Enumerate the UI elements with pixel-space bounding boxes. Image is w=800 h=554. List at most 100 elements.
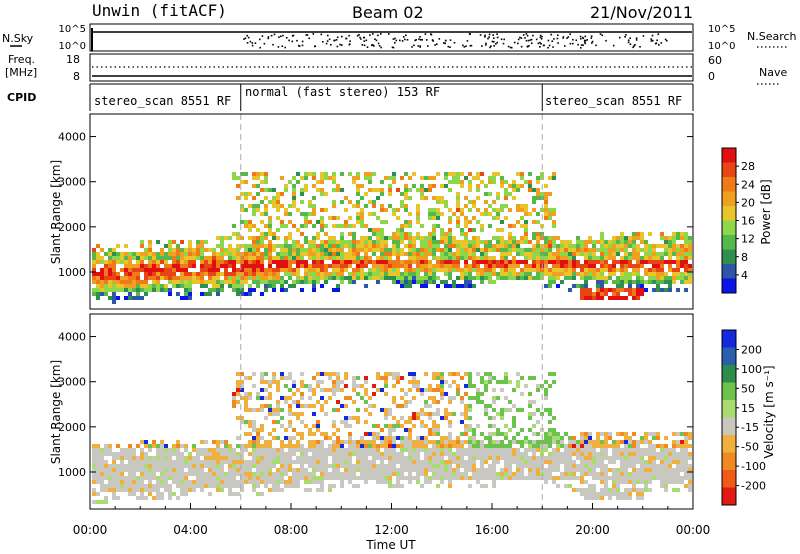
noise-dot xyxy=(543,44,545,47)
heatmap-cell xyxy=(168,264,172,268)
heatmap-cell xyxy=(472,204,476,208)
heatmap-cell xyxy=(220,288,224,292)
heatmap-cell xyxy=(308,204,312,208)
heatmap-cell xyxy=(564,256,568,260)
heatmap-cell xyxy=(372,188,376,192)
heatmap-cell xyxy=(688,252,692,256)
heatmap-cell xyxy=(212,280,216,284)
heatmap-cell xyxy=(660,452,664,456)
heatmap-cell xyxy=(620,284,624,288)
heatmap-cell xyxy=(300,464,304,468)
heatmap-cell xyxy=(640,440,644,444)
heatmap-cell xyxy=(404,244,408,248)
heatmap-cell xyxy=(160,484,164,488)
heatmap-cell xyxy=(408,464,412,468)
noise-dot xyxy=(496,41,498,44)
heatmap-cell xyxy=(480,468,484,472)
heatmap-cell xyxy=(304,424,308,428)
heatmap-cell xyxy=(252,212,256,216)
heatmap-cell xyxy=(244,444,248,448)
heatmap-cell xyxy=(556,460,560,464)
heatmap-cell xyxy=(272,460,276,464)
heatmap-cell xyxy=(308,404,312,408)
noise-dot xyxy=(591,42,593,44)
heatmap-cell xyxy=(492,172,496,176)
heatmap-cell xyxy=(152,476,156,480)
noise-dot xyxy=(261,35,264,37)
heatmap-cell xyxy=(184,444,188,448)
colorbar-swatch xyxy=(722,347,736,366)
heatmap-cell xyxy=(608,272,612,276)
heatmap-cell xyxy=(604,468,608,472)
heatmap-cell xyxy=(288,408,292,412)
heatmap-cell xyxy=(312,184,316,188)
heatmap-cell xyxy=(120,476,124,480)
heatmap-cell xyxy=(328,448,332,452)
heatmap-cell xyxy=(488,272,492,276)
heatmap-cell xyxy=(472,268,476,272)
heatmap-cell xyxy=(620,232,624,236)
heatmap-cell xyxy=(252,436,256,440)
heatmap-cell xyxy=(460,444,464,448)
heatmap-cell xyxy=(144,264,148,268)
heatmap-cell xyxy=(560,440,564,444)
heatmap-cell xyxy=(616,288,620,292)
heatmap-cell xyxy=(216,260,220,264)
heatmap-cell xyxy=(344,456,348,460)
heatmap-cell xyxy=(248,260,252,264)
heatmap-cell xyxy=(256,492,260,496)
heatmap-cell xyxy=(564,432,568,436)
heatmap-cell xyxy=(344,208,348,212)
heatmap-cell xyxy=(96,444,100,448)
heatmap-cell xyxy=(368,268,372,272)
heatmap-cell xyxy=(588,484,592,488)
noise-dot xyxy=(520,45,523,48)
heatmap-cell xyxy=(160,284,164,288)
heatmap-cell xyxy=(348,456,352,460)
noise-dot xyxy=(365,39,368,42)
heatmap-cell xyxy=(116,484,120,488)
heatmap-cell xyxy=(532,264,536,268)
heatmap-cell xyxy=(292,452,296,456)
heatmap-cell xyxy=(332,420,336,424)
heatmap-cell xyxy=(260,396,264,400)
heatmap-cell xyxy=(248,236,252,240)
heatmap-cell xyxy=(520,252,524,256)
noise-dot xyxy=(285,37,288,39)
heatmap-cell xyxy=(596,268,600,272)
heatmap-cell xyxy=(440,468,444,472)
noise-dot xyxy=(660,42,663,44)
heatmap-cell xyxy=(544,252,548,256)
heatmap-cell xyxy=(232,472,236,476)
heatmap-cell xyxy=(176,276,180,280)
heatmap-cell xyxy=(220,460,224,464)
heatmap-cell xyxy=(448,384,452,388)
heatmap-cell xyxy=(256,184,260,188)
heatmap-cell xyxy=(476,220,480,224)
heatmap-cell xyxy=(324,412,328,416)
noise-dot xyxy=(564,45,566,47)
heatmap-cell xyxy=(400,192,404,196)
noise-dot xyxy=(339,43,341,46)
heatmap-cell xyxy=(436,256,440,260)
heatmap-cell xyxy=(328,264,332,268)
heatmap-cell xyxy=(152,464,156,468)
heatmap-cell xyxy=(104,264,108,268)
heatmap-cell xyxy=(684,288,688,292)
heatmap-cell xyxy=(260,236,264,240)
heatmap-cell xyxy=(596,476,600,480)
heatmap-cell xyxy=(224,456,228,460)
date-title: 21/Nov/2011 xyxy=(590,3,693,22)
heatmap-cell xyxy=(500,256,504,260)
heatmap-cell xyxy=(168,488,172,492)
heatmap-cell xyxy=(652,464,656,468)
heatmap-cell xyxy=(300,244,304,248)
heatmap-cell xyxy=(228,468,232,472)
heatmap-cell xyxy=(188,248,192,252)
heatmap-cell xyxy=(244,392,248,396)
heatmap-cell xyxy=(444,172,448,176)
heatmap-cell xyxy=(468,240,472,244)
heatmap-cell xyxy=(392,424,396,428)
noise-dot xyxy=(280,35,282,38)
heatmap-cell xyxy=(452,180,456,184)
